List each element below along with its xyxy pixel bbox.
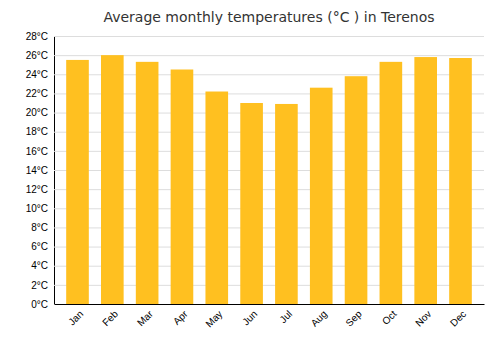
x-tick-label: Jul (277, 308, 294, 325)
x-tick: Nov (413, 308, 433, 328)
y-tick-label: 22°C (26, 88, 48, 99)
x-axis: Jan Feb Mar Apr May Jun Jul Aug Sep Oct Nov Dec (55, 305, 485, 330)
grid-line (54, 36, 484, 37)
bars (66, 55, 472, 304)
x-tick-label: Nov (413, 308, 433, 328)
x-tick-label: Mar (135, 308, 155, 328)
x-tick-label: Oct (380, 308, 399, 327)
bar (136, 62, 159, 304)
x-axis-line (55, 304, 485, 305)
y-tick-label: 0°C (31, 299, 48, 310)
title: Average monthly temperatures (°C ) in Te… (103, 9, 434, 25)
bar (345, 76, 368, 304)
x-tick: Aug (309, 308, 329, 328)
bar (310, 88, 333, 304)
y-tick-label: 12°C (26, 184, 48, 195)
y-tick-label: 2°C (31, 280, 48, 291)
x-tick: Dec (448, 308, 468, 328)
x-tick-label: Aug (309, 308, 329, 328)
bar (101, 55, 124, 304)
y-tick-label: 28°C (26, 31, 48, 42)
y-tick-label: 6°C (31, 241, 48, 252)
y-tick-label: 14°C (26, 165, 48, 176)
bar (240, 103, 263, 304)
y-tick-label: 18°C (26, 126, 48, 137)
x-tick: Mar (135, 308, 155, 328)
plot: 0°C 2°C 4°C 6°C 8°C 10°C 12°C 14°C 16°C 18°C 20°C 2… (26, 31, 485, 330)
bar (275, 104, 298, 304)
bar (449, 58, 472, 304)
x-tick-label: Feb (100, 308, 120, 328)
y-tick-label: 10°C (26, 203, 48, 214)
x-tick-label: Jan (66, 308, 85, 327)
x-tick-label: Sep (343, 308, 364, 329)
x-tick: Oct (380, 308, 399, 327)
y-tick-label: 26°C (26, 50, 48, 61)
x-tick: Jun (240, 308, 259, 327)
y-axis: 0°C 2°C 4°C 6°C 8°C 10°C 12°C 14°C 16°C 18°C 20°C 2… (26, 31, 484, 310)
x-tick-label: Dec (448, 308, 468, 328)
bar (380, 62, 403, 304)
x-tick-label: May (203, 308, 224, 329)
grid-line (54, 304, 484, 305)
x-tick: Jan (66, 308, 85, 327)
bar (205, 92, 228, 304)
y-tick: 28°C (26, 31, 484, 42)
x-tick: Apr (171, 308, 190, 327)
x-tick-label: Jun (240, 308, 259, 327)
x-tick-label: Apr (171, 308, 190, 327)
bar (414, 57, 437, 304)
x-tick: Jul (277, 308, 294, 325)
chart: 0°C 2°C 4°C 6°C 8°C 10°C 12°C 14°C 16°C 18°C 20°C 2… (0, 0, 500, 350)
y-tick-label: 8°C (31, 222, 48, 233)
x-tick: Sep (343, 308, 364, 329)
y-tick-label: 20°C (26, 107, 48, 118)
x-tick: May (203, 308, 224, 329)
bar (66, 60, 89, 304)
y-tick-label: 4°C (31, 260, 48, 271)
y-tick-label: 24°C (26, 69, 48, 80)
x-tick: Feb (100, 308, 120, 328)
y-tick-label: 16°C (26, 146, 48, 157)
bar (171, 70, 194, 305)
